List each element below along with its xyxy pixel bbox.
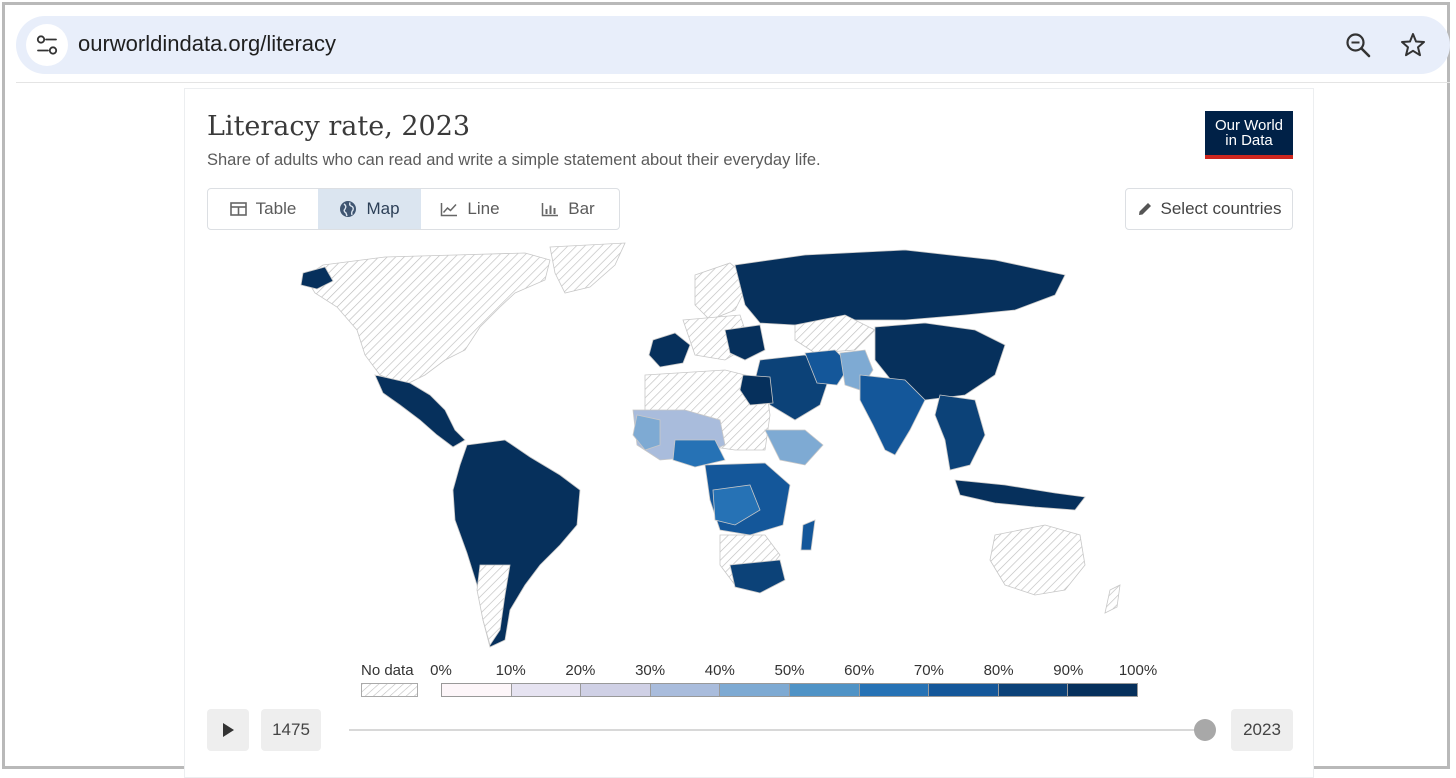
region-mexico-central-america[interactable] — [374, 374, 466, 448]
legend-bin-0[interactable] — [442, 684, 512, 696]
region-north-america[interactable] — [304, 252, 551, 386]
legend-bin-4[interactable] — [720, 684, 790, 696]
legend-bin-5[interactable] — [789, 684, 860, 696]
timeline-end-year[interactable]: 2023 — [1231, 709, 1293, 751]
chart-tabs: Table Map Line Bar — [207, 188, 620, 230]
region-alaska[interactable] — [300, 266, 334, 290]
site-settings-icon[interactable] — [26, 24, 68, 66]
tab-bar-label: Bar — [568, 199, 595, 218]
region-south-asia[interactable] — [859, 374, 926, 456]
tab-table[interactable]: Table — [208, 189, 318, 229]
logo-line-2: in Data — [1225, 132, 1273, 149]
select-countries-button[interactable]: Select countries — [1125, 188, 1293, 230]
region-horn-of-africa[interactable] — [764, 429, 824, 466]
play-button[interactable] — [207, 709, 249, 751]
region-eastern-europe[interactable] — [724, 324, 766, 361]
address-bar[interactable]: ourworldindata.org/literacy — [16, 16, 1450, 74]
legend-bin-3[interactable] — [650, 684, 721, 696]
owid-logo[interactable]: Our World in Data — [1205, 111, 1293, 159]
region-egypt[interactable] — [739, 374, 774, 406]
legend-bin-8[interactable] — [998, 684, 1069, 696]
line-chart-icon — [441, 202, 458, 216]
region-sahel[interactable] — [632, 414, 661, 451]
legend-tick-label: 90% — [1053, 662, 1084, 679]
tab-table-label: Table — [255, 199, 297, 218]
legend-tick-label: 0% — [430, 662, 452, 679]
legend-bin-9[interactable] — [1068, 684, 1137, 696]
legend-bin-7[interactable] — [929, 684, 999, 696]
world-map[interactable] — [205, 235, 1195, 655]
tab-bar[interactable]: Bar — [519, 189, 617, 229]
region-south-america[interactable] — [452, 439, 581, 648]
region-south-africa[interactable] — [729, 559, 786, 594]
map-legend: No data 0% 10% 20% 30% 40% 50% 60% 70% 80% 90% 100… — [355, 659, 1158, 699]
legend-color-scale — [441, 683, 1138, 697]
region-madagascar[interactable] — [800, 519, 816, 551]
legend-bin-2[interactable] — [581, 684, 651, 696]
region-southeast-asia[interactable] — [934, 394, 986, 471]
tab-line[interactable]: Line — [421, 189, 519, 229]
legend-tick-label: 30% — [635, 662, 666, 679]
region-central-asia[interactable] — [794, 314, 876, 354]
globe-icon — [340, 201, 357, 217]
region-drc[interactable] — [712, 484, 761, 526]
region-east-asia[interactable] — [874, 322, 1006, 401]
pencil-icon — [1138, 203, 1151, 215]
bar-chart-icon — [542, 202, 559, 216]
legend-bin-1[interactable] — [511, 684, 582, 696]
legend-no-data-label: No data — [361, 662, 414, 679]
legend-tick-label: 70% — [913, 662, 944, 679]
url-text[interactable]: ourworldindata.org/literacy — [78, 31, 337, 56]
chart-title: Literacy rate, 2023 — [207, 111, 471, 142]
legend-tick-label: 40% — [704, 662, 735, 679]
tab-map[interactable]: Map — [318, 189, 421, 229]
region-greenland[interactable] — [549, 242, 626, 294]
tab-map-label: Map — [366, 199, 400, 218]
chart-subtitle: Share of adults who can read and write a… — [207, 151, 821, 169]
grapher-card: Literacy rate, 2023 Share of adults who … — [184, 88, 1314, 778]
bookmark-star-icon[interactable] — [1399, 31, 1427, 59]
play-icon — [223, 723, 234, 737]
legend-tick-label: 80% — [983, 662, 1014, 679]
region-western-europe[interactable] — [648, 332, 691, 368]
legend-tick-label: 100% — [1118, 662, 1158, 679]
region-indonesia[interactable] — [954, 479, 1086, 511]
table-icon — [229, 202, 247, 216]
timeline-start-year[interactable]: 1475 — [261, 709, 321, 751]
legend-bin-6[interactable] — [859, 684, 930, 696]
logo-line-1: Our World — [1214, 117, 1284, 134]
legend-tick-label: 50% — [774, 662, 805, 679]
legend-tick-label: 60% — [844, 662, 875, 679]
region-russia[interactable] — [734, 249, 1066, 326]
legend-tick-label: 10% — [495, 662, 526, 679]
tab-line-label: Line — [467, 199, 500, 218]
timeline-handle[interactable] — [1194, 719, 1216, 741]
region-gulf-of-guinea[interactable] — [672, 439, 726, 468]
page-divider — [16, 82, 1450, 83]
zoom-icon[interactable] — [1344, 31, 1372, 59]
timeline-track[interactable] — [349, 729, 1207, 731]
region-new-zealand[interactable] — [1104, 584, 1121, 614]
select-countries-label: Select countries — [1160, 199, 1282, 218]
region-scandinavia[interactable] — [694, 262, 751, 321]
region-argentina[interactable] — [476, 564, 511, 646]
legend-tick-label: 20% — [565, 662, 596, 679]
region-australia[interactable] — [989, 524, 1086, 596]
legend-no-data-swatch — [361, 683, 418, 697]
